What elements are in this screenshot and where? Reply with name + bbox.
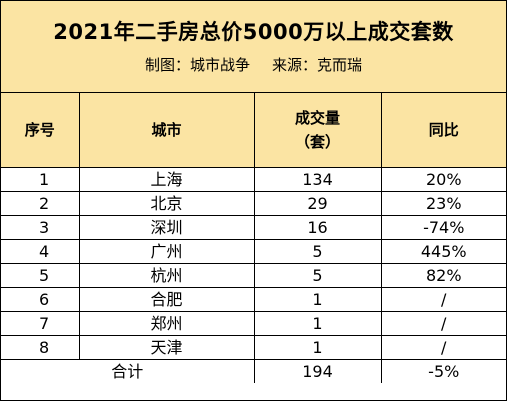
row-index: 8 xyxy=(1,335,80,360)
header-volume: 成交量 （套） xyxy=(254,93,382,168)
row-yoy: / xyxy=(381,335,506,360)
row-index: 6 xyxy=(1,287,80,312)
row-index: 1 xyxy=(1,167,80,192)
header-index: 序号 xyxy=(1,93,80,168)
row-index: 4 xyxy=(1,239,80,264)
row-yoy: 445% xyxy=(381,239,506,264)
row-yoy: -74% xyxy=(381,215,506,240)
row-yoy: / xyxy=(381,287,506,312)
table-row: 2 北京 29 23% xyxy=(1,191,506,216)
header-yoy: 同比 xyxy=(381,93,506,168)
row-yoy: 23% xyxy=(381,191,506,216)
row-city: 郑州 xyxy=(79,311,255,336)
row-volume: 134 xyxy=(254,167,382,192)
row-city: 广州 xyxy=(79,239,255,264)
title-block: 2021年二手房总价5000万以上成交套数 制图：城市战争 来源：克而瑞 xyxy=(1,1,506,93)
total-label: 合计 xyxy=(1,359,255,383)
total-row: 合计 194 -5% xyxy=(1,359,506,383)
row-volume: 1 xyxy=(254,335,382,360)
table-row: 4 广州 5 445% xyxy=(1,239,506,264)
producer-credit: 制图：城市战争 xyxy=(144,56,250,74)
header-volume-line1: 成交量 xyxy=(294,109,340,127)
table-row: 3 深圳 16 -74% xyxy=(1,215,506,240)
row-index: 7 xyxy=(1,311,80,336)
table-row: 7 郑州 1 / xyxy=(1,311,506,336)
row-volume: 1 xyxy=(254,287,382,312)
row-yoy: 82% xyxy=(381,263,506,288)
total-yoy: -5% xyxy=(428,362,460,381)
table-row: 1 上海 134 20% xyxy=(1,167,506,192)
row-volume: 16 xyxy=(254,215,382,240)
row-index: 5 xyxy=(1,263,80,288)
row-yoy: / xyxy=(381,311,506,336)
page-title: 2021年二手房总价5000万以上成交套数 xyxy=(53,20,454,44)
table-row: 6 合肥 1 / xyxy=(1,287,506,312)
data-table: 序号 城市 成交量 （套） 同比 1 上海 134 20% 2 北京 29 23… xyxy=(1,93,506,383)
row-city: 上海 xyxy=(79,167,255,192)
row-volume: 1 xyxy=(254,311,382,336)
row-city: 杭州 xyxy=(79,263,255,288)
table-row: 5 杭州 5 82% xyxy=(1,263,506,288)
row-volume: 29 xyxy=(254,191,382,216)
subtitle: 制图：城市战争 来源：克而瑞 xyxy=(1,54,506,75)
row-index: 2 xyxy=(1,191,80,216)
total-volume: 194 xyxy=(254,359,382,383)
row-index: 3 xyxy=(1,215,80,240)
row-city: 深圳 xyxy=(79,215,255,240)
row-volume: 5 xyxy=(254,263,382,288)
row-volume: 5 xyxy=(254,239,382,264)
row-city: 北京 xyxy=(79,191,255,216)
row-yoy: 20% xyxy=(381,167,506,192)
header-volume-line2: （套） xyxy=(294,133,340,151)
row-city: 合肥 xyxy=(79,287,255,312)
row-city: 天津 xyxy=(79,335,255,360)
header-row: 序号 城市 成交量 （套） 同比 xyxy=(1,93,506,168)
table-row: 8 天津 1 / xyxy=(1,335,506,360)
source-credit: 来源：克而瑞 xyxy=(272,56,363,74)
header-city: 城市 xyxy=(79,93,255,168)
